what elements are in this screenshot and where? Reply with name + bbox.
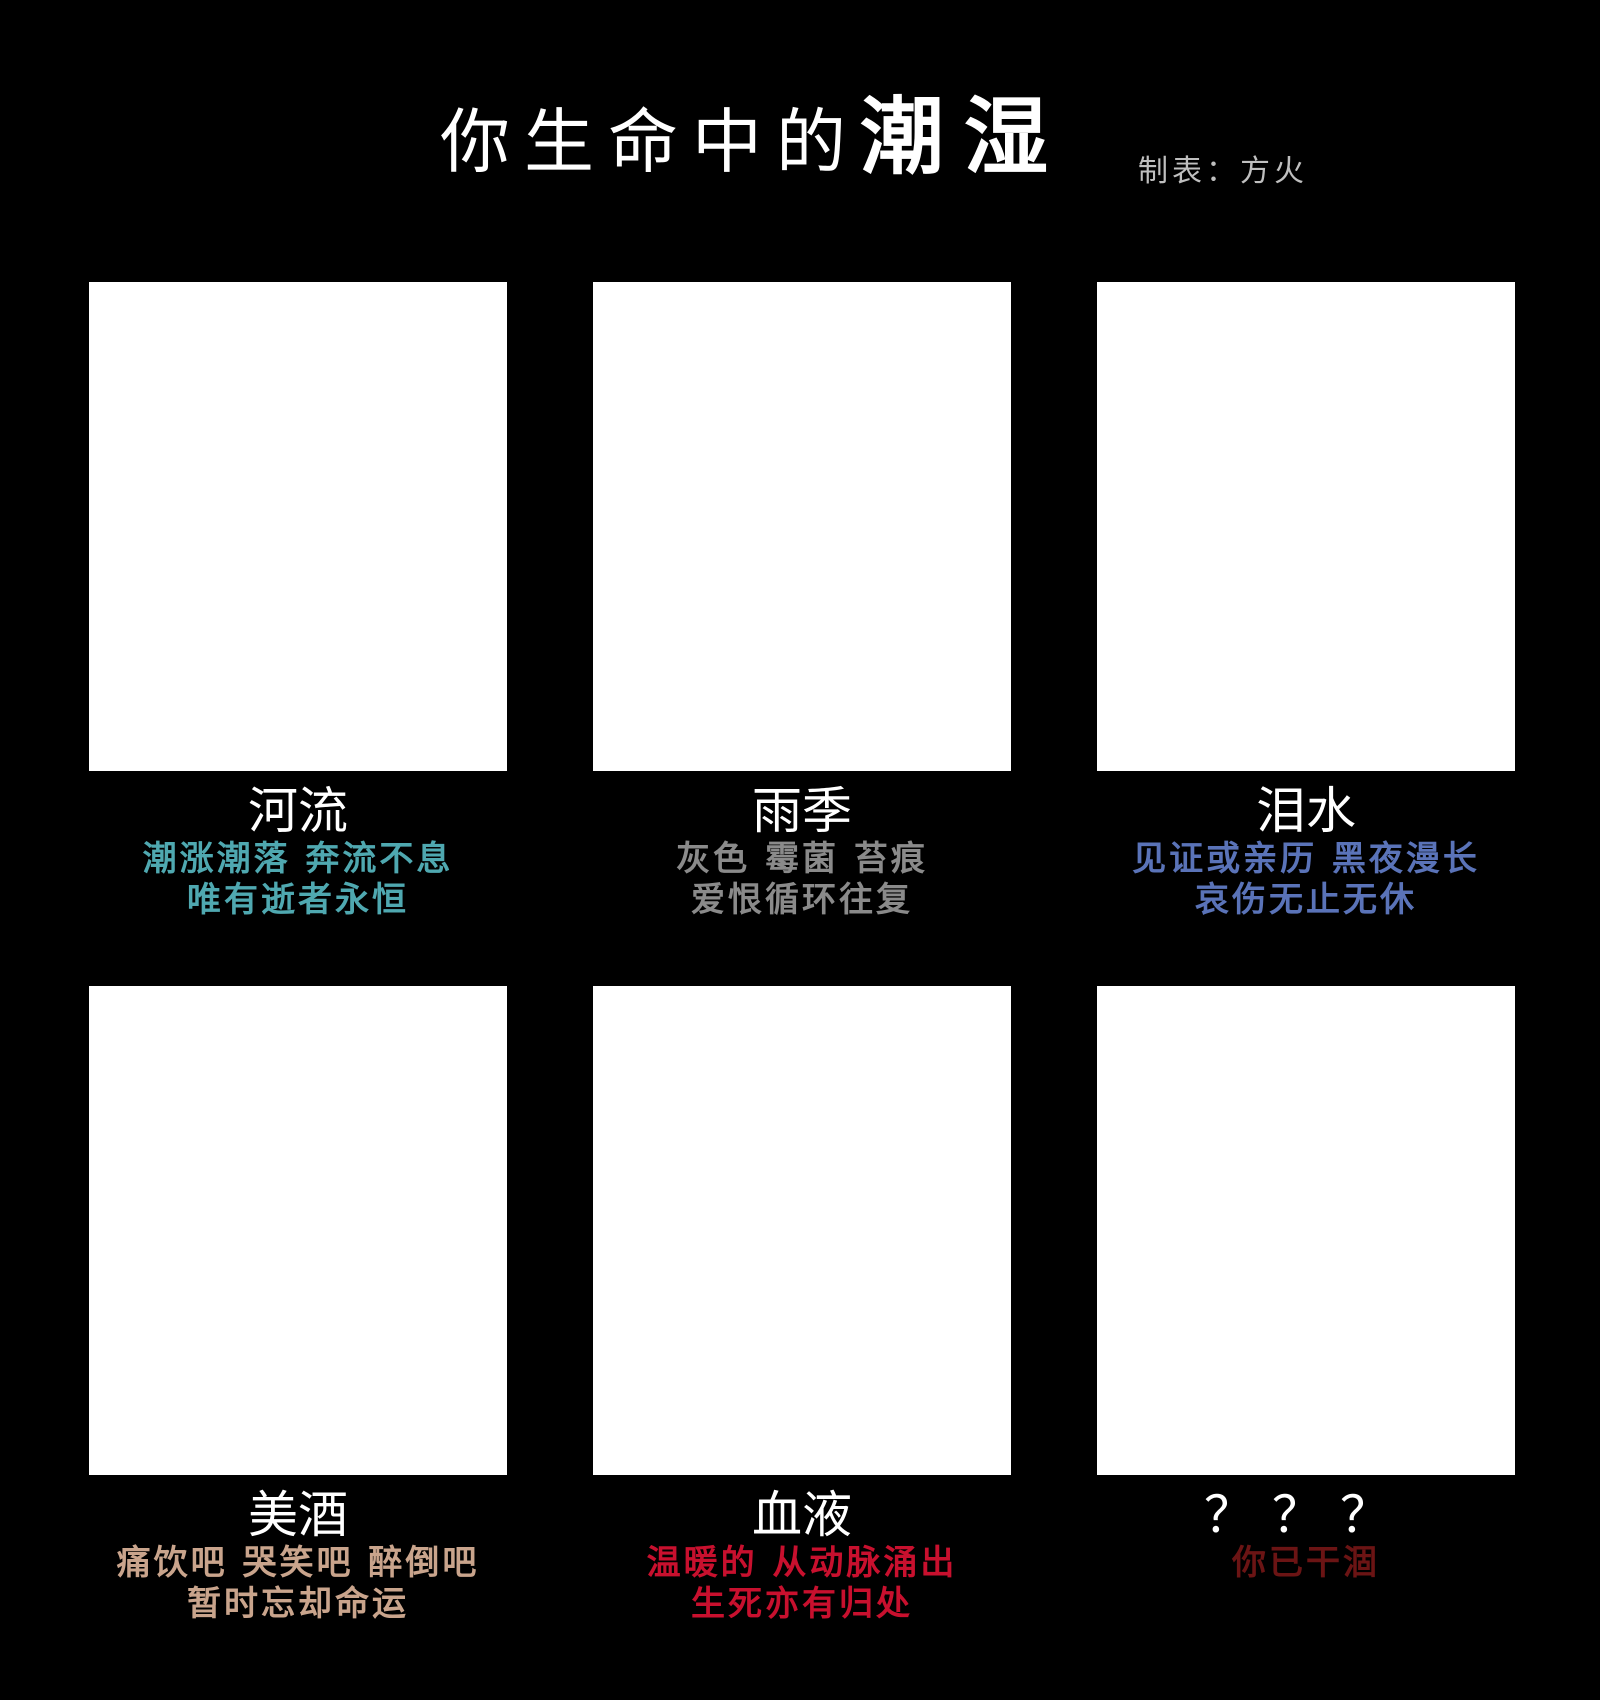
- card-caption-line1: 痛饮吧 哭笑吧 醉倒吧: [116, 1543, 480, 1583]
- card-caption-line1: 潮涨潮落 奔流不息: [142, 839, 454, 879]
- photo-slot[interactable]: [1097, 282, 1515, 771]
- card-title: 泪水: [1256, 782, 1356, 840]
- card-caption-line2: 哀伤无止无休: [1195, 880, 1417, 920]
- card-caption-line1: 温暖的 从动脉涌出: [646, 1543, 958, 1583]
- card-title: 河流: [248, 782, 348, 840]
- card-rainy-season: 雨季 灰色 霉菌 苔痕 爱恨循环往复: [592, 282, 1012, 921]
- page-title: 你生命中的潮湿: [440, 70, 1068, 186]
- card-caption-line2: 唯有逝者永恒: [187, 880, 409, 920]
- card-title: ？？？: [1204, 1486, 1408, 1544]
- card-caption-line2: 暂时忘却命运: [187, 1584, 409, 1624]
- card-title: 雨季: [752, 782, 852, 840]
- photo-slot[interactable]: [593, 282, 1011, 771]
- photo-slot[interactable]: [593, 986, 1011, 1475]
- card-caption-line1: 灰色 霉菌 苔痕: [676, 839, 928, 879]
- card-unknown: ？？？ 你已干涸: [1096, 986, 1516, 1584]
- photo-slot[interactable]: [1097, 986, 1515, 1475]
- card-title: 血液: [752, 1486, 852, 1544]
- card-blood: 血液 温暖的 从动脉涌出 生死亦有归处: [592, 986, 1012, 1625]
- card-river: 河流 潮涨潮落 奔流不息 唯有逝者永恒: [88, 282, 508, 921]
- author-credit: 制表：方火: [1138, 154, 1308, 189]
- card-caption-line2: 生死亦有归处: [691, 1584, 913, 1624]
- card-tears: 泪水 见证或亲历 黑夜漫长 哀伤无止无休: [1096, 282, 1516, 921]
- page-title-strong: 潮湿: [860, 87, 1069, 186]
- card-caption-line2: 爱恨循环往复: [691, 880, 913, 920]
- card-caption-line1: 见证或亲历 黑夜漫长: [1132, 839, 1480, 879]
- photo-slot[interactable]: [89, 986, 507, 1475]
- card-caption-line1: 你已干涸: [1232, 1543, 1380, 1583]
- page-title-normal: 你生命中的: [440, 101, 860, 183]
- card-title: 美酒: [248, 1486, 348, 1544]
- photo-slot[interactable]: [89, 282, 507, 771]
- card-wine: 美酒 痛饮吧 哭笑吧 醉倒吧 暂时忘却命运: [88, 986, 508, 1625]
